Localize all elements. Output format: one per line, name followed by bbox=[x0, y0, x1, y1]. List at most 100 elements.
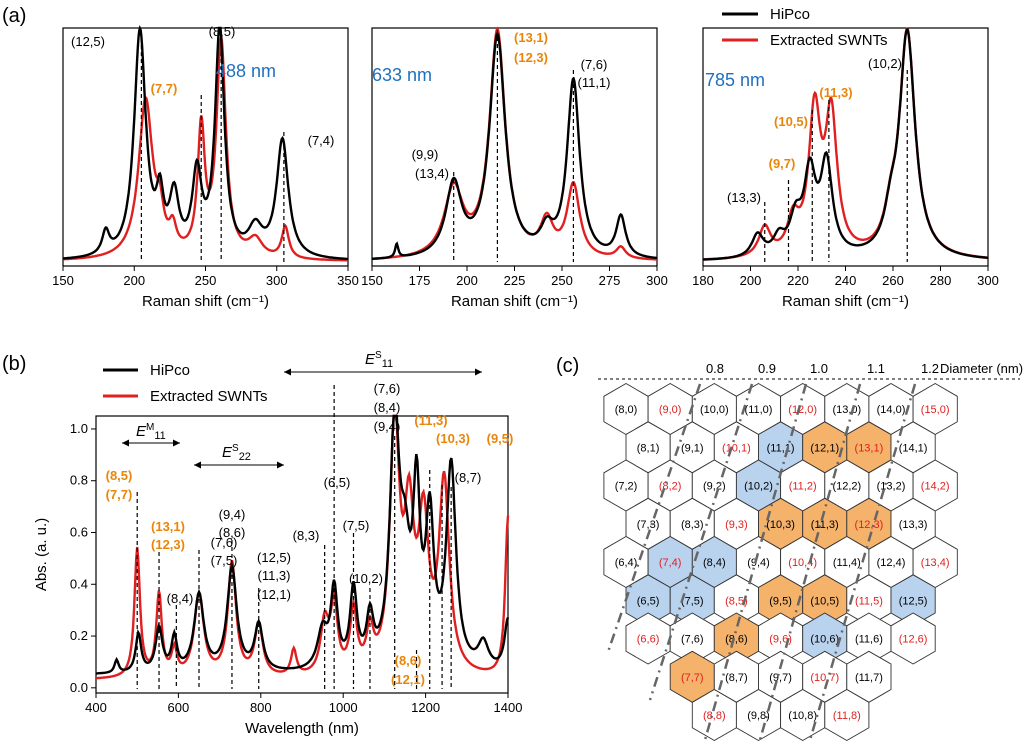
chirality-label: (9,8) bbox=[747, 710, 770, 722]
raman-785-plot: 180 200 220 240 260 280 300 Raman shift (cm⁻¹) 7… bbox=[692, 27, 999, 310]
peak-annotation: (12,5) bbox=[71, 34, 105, 49]
x-tick-label: 300 bbox=[646, 273, 668, 288]
peak-annotation: (7,6) bbox=[581, 57, 608, 72]
chirality-label: (13,4) bbox=[921, 557, 950, 569]
legend-b: HiPco Extracted SWNTs bbox=[103, 362, 268, 405]
y-tick-label: 0.8 bbox=[70, 473, 88, 488]
y-tick-label: 0.6 bbox=[70, 524, 88, 539]
peak-annotation: (11,3) bbox=[819, 85, 852, 100]
peak-annotation: (11,3) bbox=[258, 568, 291, 583]
y-tick-label: 0.4 bbox=[70, 576, 88, 591]
peak-annotation: (12,3) bbox=[151, 537, 185, 552]
x-tick-label: 1400 bbox=[494, 700, 523, 715]
x-tick-label: 1200 bbox=[411, 700, 440, 715]
region-arrow-s22-head-right bbox=[277, 461, 284, 469]
x-tick-label: 240 bbox=[835, 273, 857, 288]
chirality-label: (14,0) bbox=[877, 404, 906, 416]
x-tick-label: 275 bbox=[599, 273, 621, 288]
chirality-label: (13,3) bbox=[899, 519, 928, 531]
laser-wavelength-label: 633 nm bbox=[372, 65, 432, 85]
chirality-label: (12,3) bbox=[855, 519, 884, 531]
x-tick-label: 400 bbox=[85, 700, 107, 715]
chirality-label: (10,7) bbox=[810, 672, 839, 684]
plot-frame bbox=[702, 27, 989, 267]
x-tick-label: 175 bbox=[409, 273, 431, 288]
x-tick-label: 250 bbox=[195, 273, 217, 288]
raman-488-plot: 150 200 250 300 350 Raman shift (cm⁻¹) 488 nm (… bbox=[52, 24, 359, 310]
peak-annotation: (10,3) bbox=[436, 431, 470, 446]
chirality-label: (9,7) bbox=[769, 672, 792, 684]
x-tick-label: 200 bbox=[740, 273, 762, 288]
chirality-label: (11,6) bbox=[855, 634, 883, 646]
chirality-label: (10,6) bbox=[810, 634, 839, 646]
peak-annotation: (9,9) bbox=[412, 147, 439, 162]
peak-annotation: (12,3) bbox=[514, 50, 548, 65]
peak-annotation: (8,5) bbox=[209, 24, 236, 39]
chirality-label: (13,1) bbox=[855, 442, 884, 454]
region-arrow-m11-head-right bbox=[173, 439, 180, 447]
chirality-label: (9,2) bbox=[703, 481, 726, 493]
chirality-label: (14,1) bbox=[899, 442, 928, 454]
chirality-label: (10,3) bbox=[766, 519, 795, 531]
peak-annotation: (11,3) bbox=[414, 413, 447, 428]
diameter-tick-label: 0.8 bbox=[706, 361, 724, 376]
peak-annotation: (13,1) bbox=[514, 30, 548, 45]
chirality-label: (7,6) bbox=[681, 634, 704, 646]
region-arrow-m11-head-left bbox=[122, 439, 129, 447]
chirality-label: (11,5) bbox=[855, 595, 883, 607]
x-axis-label: Raman shift (cm⁻¹) bbox=[782, 293, 909, 310]
region-arrow-s22-head-left bbox=[194, 461, 201, 469]
chirality-hex bbox=[890, 612, 936, 665]
chirality-label: (8,4) bbox=[703, 557, 726, 569]
chirality-label: (14,2) bbox=[921, 481, 950, 493]
region-label-s11: ES11 bbox=[365, 350, 393, 370]
peak-annotation: (7,7) bbox=[151, 81, 178, 96]
chirality-label: (11,1) bbox=[767, 442, 795, 454]
peak-annotation: (6,5) bbox=[324, 475, 351, 490]
chirality-label: (13,0) bbox=[832, 404, 861, 416]
chirality-label: (9,0) bbox=[659, 404, 682, 416]
peak-annotation: (8,6) bbox=[219, 525, 246, 540]
peak-annotation: (12,1) bbox=[391, 672, 425, 687]
peak-annotation: (9,7) bbox=[769, 156, 796, 171]
diameter-tick-label: 1.0 bbox=[810, 361, 828, 376]
laser-wavelength-label: 785 nm bbox=[705, 70, 765, 90]
peak-annotation: (12,1) bbox=[257, 587, 291, 602]
region-label-m11: EM11 bbox=[136, 422, 166, 442]
peak-annotation: (8,3) bbox=[293, 528, 320, 543]
peak-annotation: (7,7) bbox=[106, 487, 133, 502]
chirality-label: (15,0) bbox=[921, 404, 950, 416]
x-tick-label: 225 bbox=[504, 273, 526, 288]
peak-annotation: (12,5) bbox=[257, 550, 291, 565]
peak-annotation: (9,4) bbox=[374, 419, 401, 434]
peak-annotation: (13,1) bbox=[151, 519, 185, 534]
x-tick-label: 800 bbox=[250, 700, 272, 715]
x-axis-label: Raman shift (cm⁻¹) bbox=[142, 293, 269, 310]
chirality-label: (7,3) bbox=[637, 519, 660, 531]
panel-label-a: (a) bbox=[2, 5, 26, 27]
x-tick-label: 200 bbox=[123, 273, 145, 288]
peak-annotation: (13,3) bbox=[727, 190, 761, 205]
chirality-label: (8,1) bbox=[637, 442, 660, 454]
peak-annotation: (7,4) bbox=[308, 133, 335, 148]
chirality-label: (6,5) bbox=[637, 595, 660, 607]
chirality-label: (6,6) bbox=[637, 634, 660, 646]
x-tick-label: 180 bbox=[692, 273, 714, 288]
peak-annotation: (10,5) bbox=[774, 114, 808, 129]
y-axis-label: Abs. (a. u.) bbox=[33, 518, 50, 591]
region-label-s22: ES22 bbox=[222, 443, 251, 463]
peak-annotation: (8,6) bbox=[395, 653, 422, 668]
chirality-label: (9,1) bbox=[681, 442, 704, 454]
chirality-label: (11,7) bbox=[855, 672, 883, 684]
series-line-hipco bbox=[703, 28, 988, 261]
chirality-label: (9,3) bbox=[725, 519, 748, 531]
peak-annotation: (10,2) bbox=[868, 56, 902, 71]
chirality-label: (10,5) bbox=[810, 595, 839, 607]
diameter-tick-label: 0.9 bbox=[758, 361, 776, 376]
absorbance-plot: 400 600 800 1000 1200 1400 Wavelength (nm) 0.0 0… bbox=[33, 350, 522, 737]
chirality-label: (12,5) bbox=[899, 595, 928, 607]
chirality-label: (7,4) bbox=[659, 557, 682, 569]
diameter-guide-line bbox=[606, 383, 702, 653]
chirality-label: (8,6) bbox=[725, 634, 748, 646]
diameter-guide-line bbox=[758, 383, 862, 741]
